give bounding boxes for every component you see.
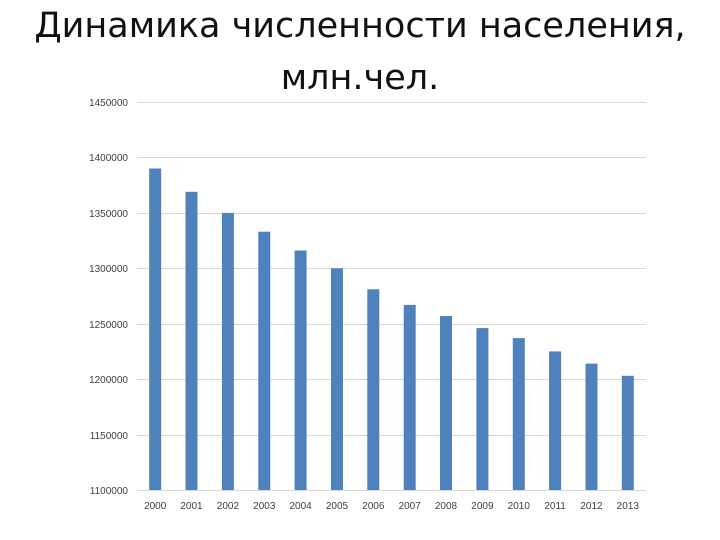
x-category-label: 2001 bbox=[180, 501, 203, 512]
bar-2010 bbox=[512, 338, 525, 490]
x-category-label: 2000 bbox=[144, 501, 167, 512]
bar-2007 bbox=[403, 304, 416, 490]
bar-2003 bbox=[258, 231, 271, 490]
bar-2011 bbox=[549, 351, 562, 490]
x-category-label: 2004 bbox=[289, 501, 312, 512]
y-tick-label: 1300000 bbox=[89, 264, 128, 275]
bar-2009 bbox=[476, 328, 489, 490]
bar-2005 bbox=[331, 268, 343, 490]
x-category-label: 2011 bbox=[544, 501, 566, 512]
y-tick-label: 1350000 bbox=[89, 209, 128, 220]
x-category-label: 2008 bbox=[435, 501, 458, 512]
y-tick-label: 1450000 bbox=[89, 98, 128, 109]
x-category-label: 2010 bbox=[508, 501, 531, 512]
bar-2013 bbox=[621, 375, 634, 490]
x-category-label: 2013 bbox=[617, 501, 640, 512]
x-axis-category-labels: 2000 2001 2002 2003 2004 2005 2006 2007 2008 2009… bbox=[144, 501, 639, 512]
bar-2002 bbox=[221, 212, 234, 490]
bars bbox=[149, 168, 634, 491]
bar-2008 bbox=[440, 316, 452, 490]
slide-title: Динамика численности населения, млн.чел. bbox=[0, 0, 720, 104]
gridlines bbox=[137, 102, 646, 491]
x-category-label: 2007 bbox=[399, 501, 422, 512]
x-category-label: 2009 bbox=[471, 501, 494, 512]
bar-2000 bbox=[149, 168, 162, 490]
y-tick-label: 1200000 bbox=[89, 375, 128, 386]
y-tick-label: 1150000 bbox=[90, 431, 129, 442]
y-tick-label: 1400000 bbox=[89, 153, 128, 164]
y-tick-label: 1250000 bbox=[89, 320, 128, 331]
bar-2006 bbox=[367, 289, 380, 490]
slide-title-line-1: Динамика численности населения, bbox=[34, 6, 686, 46]
slide-title-line-2: млн.чел. bbox=[280, 58, 440, 98]
bar-2012 bbox=[585, 363, 598, 490]
x-category-label: 2006 bbox=[362, 501, 385, 512]
x-category-label: 2012 bbox=[580, 501, 603, 512]
x-category-label: 2002 bbox=[217, 501, 240, 512]
y-axis-tick-labels: 1100000 1150000 1200000 1250000 1300000 13500… bbox=[89, 98, 128, 497]
x-category-label: 2005 bbox=[326, 501, 349, 512]
x-category-label: 2003 bbox=[253, 501, 276, 512]
bar-2001 bbox=[185, 191, 198, 491]
y-tick-label: 1100000 bbox=[90, 486, 129, 497]
bar-2004 bbox=[294, 250, 307, 490]
